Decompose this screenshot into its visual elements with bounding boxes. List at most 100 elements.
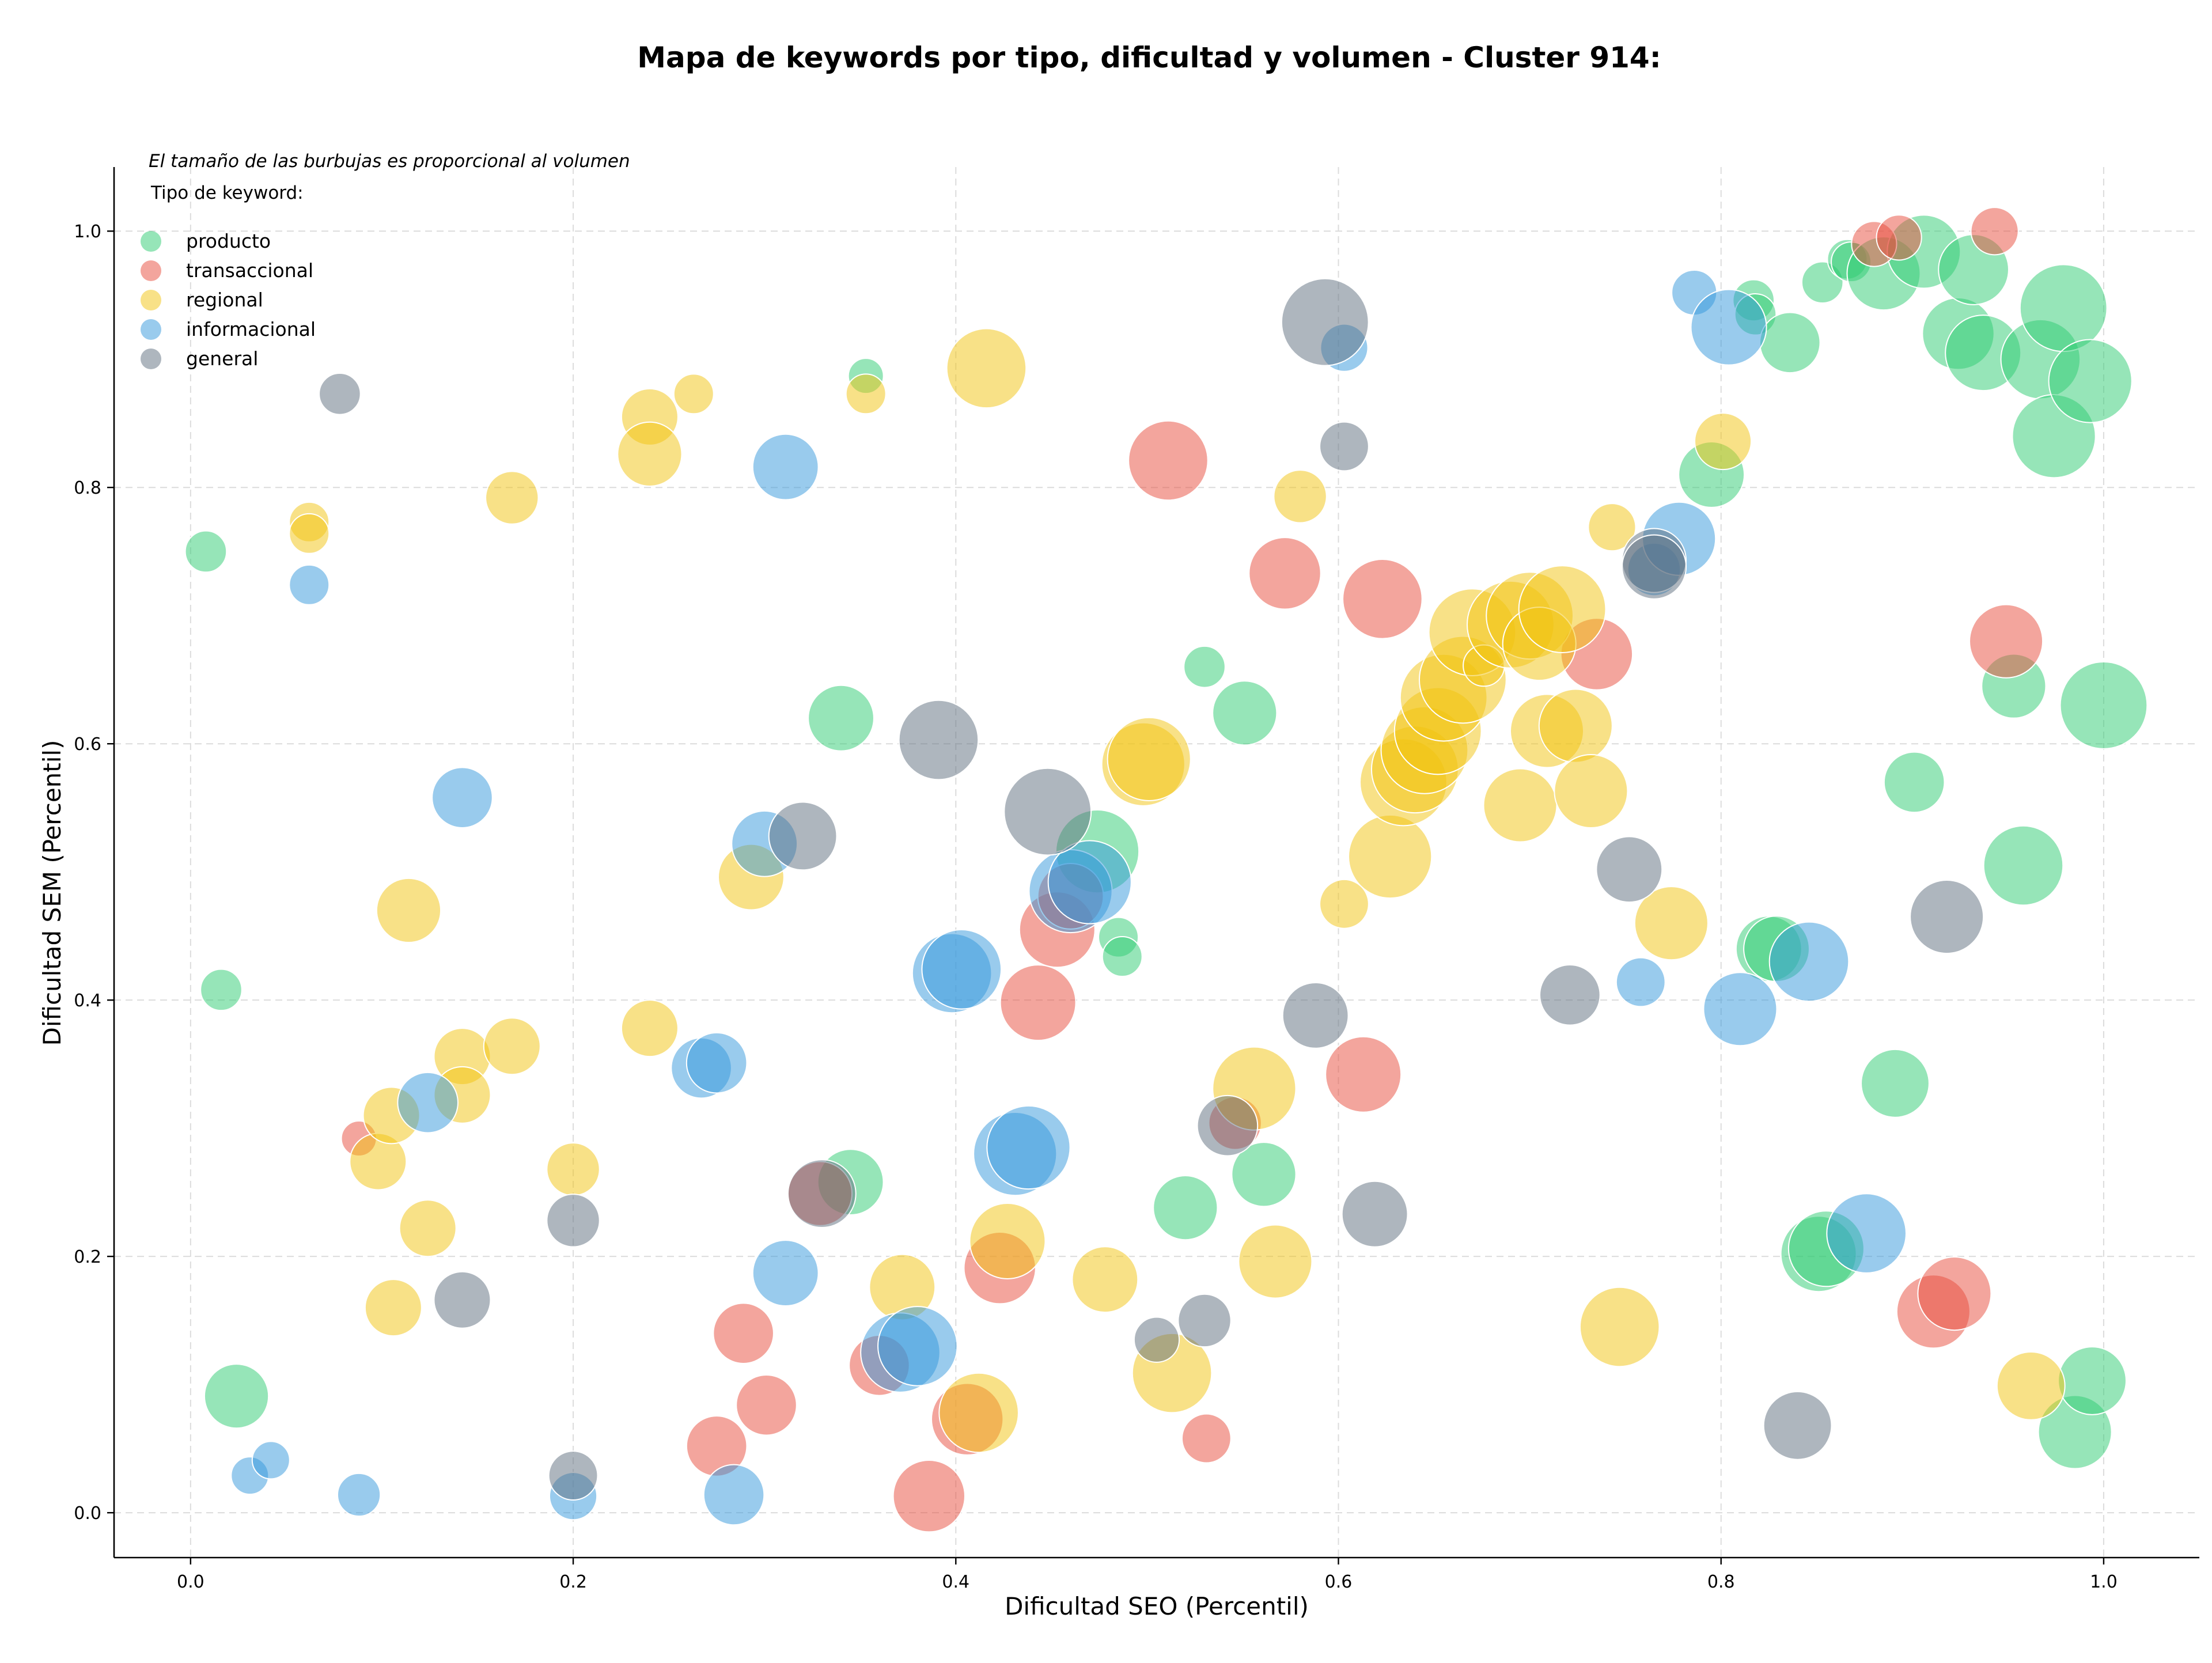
bubble-general <box>1319 421 1369 472</box>
bubble-general <box>1596 836 1663 903</box>
bubble-informacional <box>1690 289 1767 366</box>
bubble-regional <box>1554 753 1628 829</box>
bubble-regional <box>1579 1286 1660 1367</box>
bubble-producto <box>1861 1048 1930 1118</box>
y-axis-label: Dificultad SEM (Percentil) <box>38 740 66 1046</box>
bubble-transaccional <box>1325 1036 1402 1113</box>
bubble-informacional <box>703 1464 765 1526</box>
x-tick-label: 0.4 <box>942 1572 969 1592</box>
legend-label-informacional: informacional <box>186 318 316 340</box>
bubble-informacional <box>752 1240 819 1306</box>
bubble-general <box>1196 1094 1259 1157</box>
bubble-regional <box>1996 1351 2066 1420</box>
bubble-transaccional <box>1128 420 1209 501</box>
x-tick-label: 1.0 <box>2090 1572 2118 1592</box>
bubble-transaccional <box>1970 207 2019 256</box>
y-tick-label: 0.6 <box>74 734 101 755</box>
bubble-informacional <box>921 929 1002 1010</box>
bubble-regional <box>1538 688 1613 763</box>
bubble-regional <box>1634 886 1709 961</box>
bubble-size-annotation: El tamaño de las burbujas es proporciona… <box>149 151 630 172</box>
bubble-informacional <box>397 1071 459 1134</box>
bubble-general <box>1539 964 1601 1026</box>
bubble-producto <box>2059 661 2148 749</box>
bubble-regional <box>1319 878 1369 929</box>
bubble-producto <box>808 684 874 752</box>
bubble-producto <box>1212 680 1278 746</box>
bubble-regional <box>938 1372 1019 1453</box>
bubble-producto <box>184 530 228 573</box>
bubble-informacional <box>986 1105 1071 1190</box>
bubble-general <box>1341 1180 1408 1248</box>
bubble-regional <box>289 513 330 554</box>
bubble-informacional <box>1768 921 1850 1002</box>
bubble-informacional <box>877 1306 958 1387</box>
bubble-transaccional <box>1917 1256 1992 1331</box>
legend-marker-regional <box>141 290 161 310</box>
bubble-layer <box>184 207 2148 1533</box>
bubble-producto <box>1759 312 1821 374</box>
x-tick-label: 0.6 <box>1325 1572 1353 1592</box>
bubble-regional <box>399 1199 457 1257</box>
bubble-regional <box>546 1142 600 1196</box>
bubble-producto <box>1153 1175 1218 1241</box>
axis-layer <box>113 167 2199 1559</box>
bubble-regional <box>1273 469 1327 524</box>
bubble-informacional <box>1826 1193 1907 1274</box>
bubble-general <box>1281 278 1369 366</box>
bubble-informacional <box>752 433 819 501</box>
bubble-regional <box>969 1202 1046 1279</box>
bubble-general <box>1177 1293 1232 1348</box>
chart-title: Mapa de keywords por tipo, dificultad y … <box>637 41 1661 74</box>
bubble-general <box>768 801 838 871</box>
bubble-general <box>548 1450 599 1501</box>
bubble-transaccional <box>1181 1413 1232 1464</box>
bubble-general <box>787 1159 857 1229</box>
legend-marker-transaccional <box>141 260 161 281</box>
x-tick-label: 0.0 <box>177 1572 204 1592</box>
bubble-informacional <box>1703 972 1778 1047</box>
bubble-producto <box>1101 936 1143 978</box>
bubble-general <box>1910 880 1984 954</box>
tick-layer: 0.0 0.2 0.4 0.6 0.8 1.0 0.0 0.2 0.4 0.6 0.8 1.0 <box>74 222 2118 1592</box>
bubble-producto <box>203 1363 270 1429</box>
bubble-general <box>1763 1391 1832 1460</box>
bubble-regional <box>617 421 683 487</box>
legend-label-regional: regional <box>186 289 263 311</box>
bubble-informacional <box>289 564 330 605</box>
bubble-general <box>319 373 361 415</box>
bubble-transaccional <box>1248 537 1321 610</box>
bubble-regional <box>673 373 714 415</box>
bubble-producto <box>2019 264 2108 353</box>
bubble-transaccional <box>892 1460 965 1533</box>
bubble-general <box>1003 767 1092 856</box>
bubble-transaccional <box>999 964 1077 1041</box>
y-tick-label: 0.8 <box>74 478 101 498</box>
legend-marker-general <box>141 348 161 369</box>
bubble-regional <box>1588 503 1637 552</box>
x-tick-label: 0.8 <box>1707 1572 1735 1592</box>
bubble-informacional <box>336 1472 381 1517</box>
y-tick-label: 0.0 <box>74 1503 101 1524</box>
bubble-producto <box>1883 751 1945 813</box>
x-axis-label: Dificultad SEO (Percentil) <box>1005 1592 1309 1620</box>
bubble-regional <box>1348 814 1433 899</box>
bubble-general <box>546 1194 600 1248</box>
bubble-transaccional <box>736 1374 797 1436</box>
legend-marker-producto <box>141 231 161 252</box>
bubble-general <box>1621 534 1687 600</box>
bubble-general <box>1282 982 1349 1049</box>
bubble-producto <box>2058 1346 2127 1415</box>
bubble-producto <box>1183 645 1226 688</box>
bubble-regional <box>364 1279 422 1337</box>
bubble-regional <box>485 471 539 525</box>
bubble-producto <box>1983 825 2064 906</box>
bubble-informacional <box>1047 840 1132 925</box>
bubble-regional <box>1483 768 1558 843</box>
legend-marker-informacional <box>141 319 161 340</box>
legend-label-producto: producto <box>186 230 271 252</box>
y-tick-label: 0.4 <box>74 991 101 1011</box>
bubble-producto <box>2048 339 2133 423</box>
